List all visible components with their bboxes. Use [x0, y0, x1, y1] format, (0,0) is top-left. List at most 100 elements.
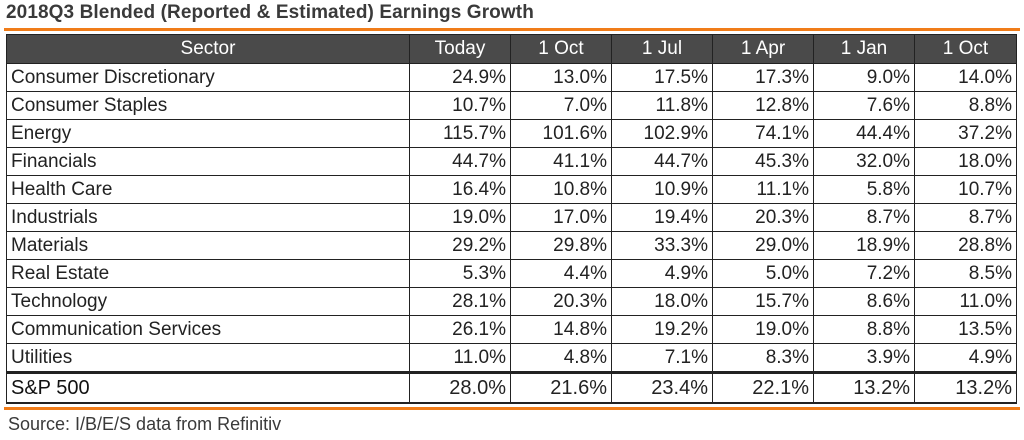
- total-value-cell: 21.6%: [510, 371, 612, 404]
- growth-value-cell: 13.5%: [914, 315, 1017, 344]
- growth-value-cell: 4.8%: [510, 343, 612, 373]
- sector-label: Materials: [6, 231, 410, 260]
- growth-value-cell: 11.0%: [409, 343, 511, 373]
- table-row: Communication Services 26.1% 14.8% 19.2% 19.…: [6, 315, 1017, 344]
- table-row: Real Estate 5.3% 4.4% 4.9% 5.0% 7.2% 8.5%: [6, 259, 1017, 288]
- growth-value-cell: 8.6%: [813, 287, 915, 316]
- growth-value-cell: 28.8%: [914, 231, 1017, 260]
- total-value-cell: 13.2%: [914, 371, 1017, 404]
- growth-value-cell: 26.1%: [409, 315, 511, 344]
- sector-label: Technology: [6, 287, 410, 316]
- table-row: Consumer Discretionary 24.9% 13.0% 17.5% 17.…: [6, 63, 1017, 92]
- growth-value-cell: 11.8%: [611, 91, 713, 120]
- growth-value-cell: 10.7%: [409, 91, 511, 120]
- growth-value-cell: 74.1%: [712, 119, 814, 148]
- table-row: Technology 28.1% 20.3% 18.0% 15.7% 8.6% 11.0%: [6, 287, 1017, 316]
- growth-value-cell: 41.1%: [510, 147, 612, 176]
- growth-value-cell: 10.9%: [611, 175, 713, 204]
- growth-value-cell: 20.3%: [712, 203, 814, 232]
- growth-value-cell: 102.9%: [611, 119, 713, 148]
- total-value-cell: 22.1%: [712, 371, 814, 404]
- table-row: Health Care 16.4% 10.8% 10.9% 11.1% 5.8% 10.7%: [6, 175, 1017, 204]
- column-header-5: 1 Jan: [813, 34, 915, 64]
- growth-value-cell: 17.3%: [712, 63, 814, 92]
- growth-value-cell: 3.9%: [813, 343, 915, 373]
- growth-value-cell: 10.8%: [510, 175, 612, 204]
- growth-value-cell: 44.7%: [611, 147, 713, 176]
- growth-value-cell: 14.8%: [510, 315, 612, 344]
- growth-value-cell: 20.3%: [510, 287, 612, 316]
- earnings-growth-table: Sector Today 1 Oct 1 Jul 1 Apr 1 Jan 1 Oct Con…: [6, 34, 1017, 404]
- growth-value-cell: 19.4%: [611, 203, 713, 232]
- growth-value-cell: 5.3%: [409, 259, 511, 288]
- growth-value-cell: 4.9%: [914, 343, 1017, 373]
- growth-value-cell: 8.8%: [813, 315, 915, 344]
- growth-value-cell: 8.5%: [914, 259, 1017, 288]
- growth-value-cell: 8.7%: [914, 203, 1017, 232]
- growth-value-cell: 115.7%: [409, 119, 511, 148]
- growth-value-cell: 44.7%: [409, 147, 511, 176]
- total-label: S&P 500: [6, 371, 410, 404]
- column-header-6: 1 Oct: [914, 34, 1017, 64]
- growth-value-cell: 44.4%: [813, 119, 915, 148]
- growth-value-cell: 9.0%: [813, 63, 915, 92]
- column-header-1: Today: [409, 34, 511, 64]
- sector-label: Real Estate: [6, 259, 410, 288]
- total-row: S&P 500 28.0% 21.6% 23.4% 22.1% 13.2% 13.2%: [6, 371, 1017, 404]
- growth-value-cell: 45.3%: [712, 147, 814, 176]
- sector-label: Industrials: [6, 203, 410, 232]
- growth-value-cell: 33.3%: [611, 231, 713, 260]
- column-header-3: 1 Jul: [611, 34, 713, 64]
- growth-value-cell: 11.0%: [914, 287, 1017, 316]
- growth-value-cell: 15.7%: [712, 287, 814, 316]
- growth-value-cell: 16.4%: [409, 175, 511, 204]
- sector-label: Energy: [6, 119, 410, 148]
- growth-value-cell: 18.0%: [914, 147, 1017, 176]
- growth-value-cell: 14.0%: [914, 63, 1017, 92]
- growth-value-cell: 18.0%: [611, 287, 713, 316]
- total-value-cell: 28.0%: [409, 371, 511, 404]
- growth-value-cell: 32.0%: [813, 147, 915, 176]
- growth-value-cell: 4.9%: [611, 259, 713, 288]
- growth-value-cell: 29.2%: [409, 231, 511, 260]
- growth-value-cell: 17.0%: [510, 203, 612, 232]
- sector-label: Consumer Discretionary: [6, 63, 410, 92]
- table-title: 2018Q3 Blended (Reported & Estimated) Ea…: [6, 2, 534, 23]
- growth-value-cell: 101.6%: [510, 119, 612, 148]
- column-header-sector: Sector: [6, 34, 410, 64]
- table-row: Energy 115.7% 101.6% 102.9% 74.1% 44.4% 37.2%: [6, 119, 1017, 148]
- column-header-2: 1 Oct: [510, 34, 612, 64]
- growth-value-cell: 4.4%: [510, 259, 612, 288]
- bottom-accent-rule: [4, 407, 1020, 410]
- sector-label: Communication Services: [6, 315, 410, 344]
- growth-value-cell: 18.9%: [813, 231, 915, 260]
- growth-value-cell: 10.7%: [914, 175, 1017, 204]
- growth-value-cell: 19.0%: [409, 203, 511, 232]
- table-row: Consumer Staples 10.7% 7.0% 11.8% 12.8% 7.6% 8…: [6, 91, 1017, 120]
- growth-value-cell: 5.8%: [813, 175, 915, 204]
- sector-label: Utilities: [6, 343, 410, 373]
- sector-label: Health Care: [6, 175, 410, 204]
- table-row: Utilities 11.0% 4.8% 7.1% 8.3% 3.9% 4.9%: [6, 343, 1017, 373]
- growth-value-cell: 37.2%: [914, 119, 1017, 148]
- growth-value-cell: 12.8%: [712, 91, 814, 120]
- header-row: Sector Today 1 Oct 1 Jul 1 Apr 1 Jan 1 Oct: [6, 34, 1017, 64]
- top-accent-rule: [4, 28, 1020, 31]
- total-value-cell: 23.4%: [611, 371, 713, 404]
- growth-value-cell: 7.0%: [510, 91, 612, 120]
- total-value-cell: 13.2%: [813, 371, 915, 404]
- growth-value-cell: 29.0%: [712, 231, 814, 260]
- growth-value-cell: 8.8%: [914, 91, 1017, 120]
- growth-value-cell: 7.2%: [813, 259, 915, 288]
- table-row: Industrials 19.0% 17.0% 19.4% 20.3% 8.7% 8.7%: [6, 203, 1017, 232]
- growth-value-cell: 13.0%: [510, 63, 612, 92]
- growth-value-cell: 8.3%: [712, 343, 814, 373]
- table-row: Financials 44.7% 41.1% 44.7% 45.3% 32.0% 18.0%: [6, 147, 1017, 176]
- sector-label: Consumer Staples: [6, 91, 410, 120]
- source-note: Source: I/B/E/S data from Refinitiv: [8, 414, 282, 434]
- growth-value-cell: 8.7%: [813, 203, 915, 232]
- column-header-4: 1 Apr: [712, 34, 814, 64]
- growth-value-cell: 7.6%: [813, 91, 915, 120]
- growth-value-cell: 19.0%: [712, 315, 814, 344]
